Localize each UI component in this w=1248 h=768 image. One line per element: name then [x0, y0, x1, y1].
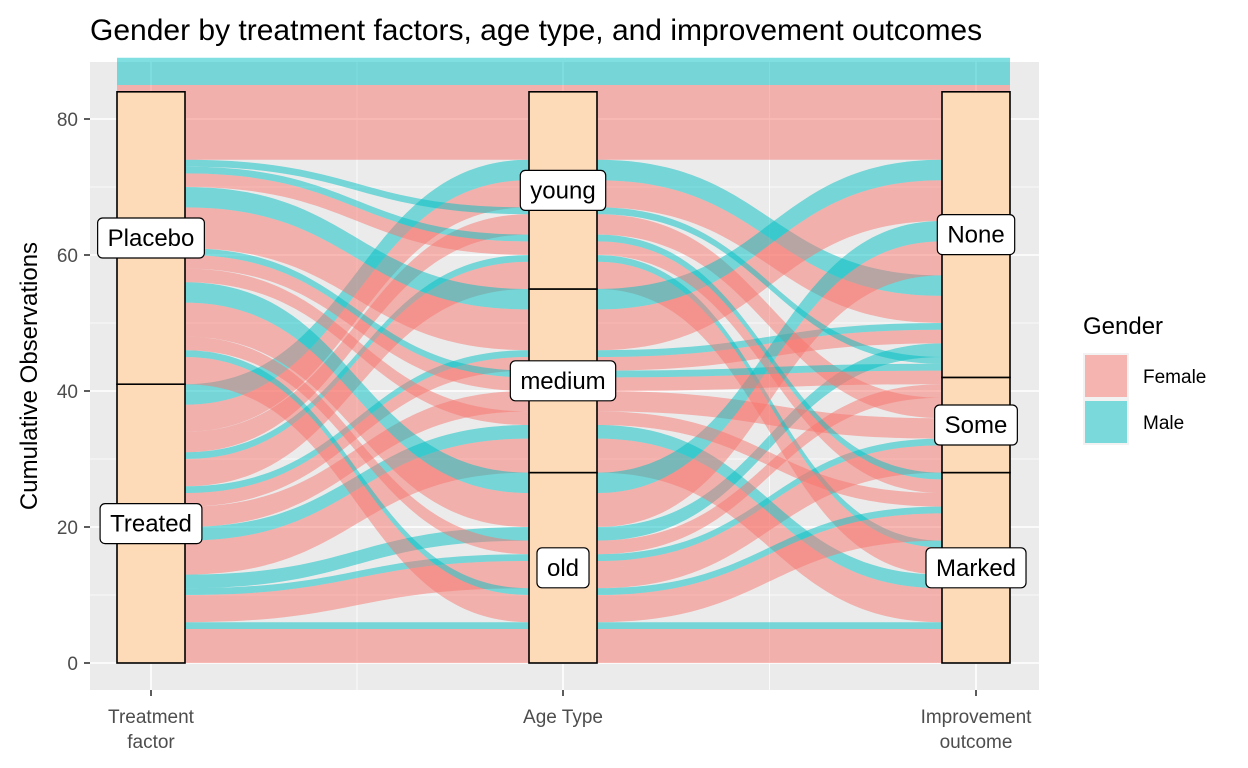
stratum-label-box: [925, 547, 1027, 589]
stratum-label-text: None: [947, 222, 1004, 249]
stratum-label-medium: medium: [509, 360, 617, 402]
stratum-label-text: medium: [520, 368, 605, 395]
y-tick-label: 80: [57, 110, 78, 131]
stratum-label-text: Placebo: [108, 225, 195, 252]
stratum-label-box: [536, 547, 590, 589]
y-tick-label: 0: [67, 654, 78, 675]
stratum-label-treated: Treated: [99, 503, 203, 545]
flow-female-treated-young-none: [117, 180, 1010, 432]
stratum-label-young: young: [519, 169, 607, 211]
stratum-label-old: old: [536, 547, 590, 589]
stratum-label-placebo: Placebo: [97, 217, 205, 259]
legend-label-female: Female: [1143, 367, 1206, 388]
stratum-label-box: [509, 360, 617, 402]
stratum-label-text: Marked: [936, 555, 1016, 582]
legend-key-male: [1085, 401, 1127, 443]
stratum-label-box: [934, 404, 1018, 446]
legend-label-male: Male: [1143, 413, 1184, 434]
stratum-label-some: Some: [934, 404, 1018, 446]
chart-title: Gender by treatment factors, age type, a…: [90, 14, 982, 47]
x-tick-label: Treatment factor: [108, 707, 195, 753]
flow-female-placebo-medium-some: [117, 255, 1010, 391]
stratum-label-box: [99, 503, 203, 545]
y-axis: 0 20 40 60 80: [57, 110, 90, 675]
stratum-label-text: Treated: [110, 511, 192, 538]
stratum-label-text: old: [547, 555, 579, 582]
stratum-label-marked: Marked: [925, 547, 1027, 589]
flow-female-treated-medium-some: [117, 391, 1010, 527]
flow-male-placebo-medium-some: [117, 248, 1010, 378]
stratum-label-none: None: [936, 214, 1016, 256]
y-tick-label: 60: [57, 246, 78, 267]
flow-female-placebo-medium-marked: [117, 268, 1010, 507]
stratum-labels: Treated Placebo old medium young Marked Some No…: [97, 169, 1027, 589]
legend: Gender Female Male: [1083, 313, 1206, 445]
y-tick-label: 40: [57, 382, 78, 403]
stratum-label-box: [519, 169, 607, 211]
stratum-label-text: Some: [945, 412, 1008, 439]
flow-female-placebo-old-marked: [117, 357, 1010, 623]
flow-female-placebo-old-none: [117, 241, 1010, 527]
x-tick-label: Improvement outcome: [921, 707, 1033, 753]
stratum-label-box: [97, 217, 205, 259]
flow-male-placebo-medium-none: [117, 159, 1010, 310]
legend-key-female: [1085, 355, 1127, 397]
x-tick-label: Age Type: [523, 707, 603, 728]
y-tick-label: 20: [57, 518, 78, 539]
stratum-label-text: young: [530, 177, 595, 204]
legend-title: Gender: [1083, 313, 1163, 340]
x-axis: Treatment factor Age Type Improvement outcom…: [108, 690, 1032, 753]
y-axis-title: Cumulative Observations: [16, 242, 43, 510]
flow-female-treated-medium-marked: [117, 438, 1010, 623]
flow-male-placebo-young-none: [117, 57, 1010, 85]
stratum-label-box: [936, 214, 1016, 256]
